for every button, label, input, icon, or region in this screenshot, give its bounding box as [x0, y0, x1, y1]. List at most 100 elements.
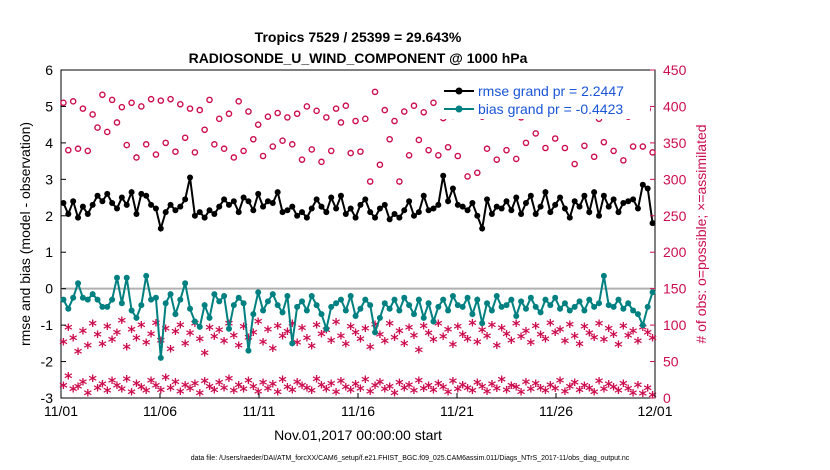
obs-assimilated-marker: * — [497, 372, 506, 391]
obs-assimilated-marker: * — [205, 379, 214, 398]
rmse-point — [445, 198, 452, 205]
rmse-point — [610, 196, 617, 203]
obs-assimilated-marker: * — [566, 317, 575, 336]
bias-point — [269, 291, 276, 298]
rmse-point — [474, 212, 481, 219]
y-axis-left-ticks: -3 -2 -1 0 1 2 3 4 5 6 — [41, 62, 66, 406]
obs-possible-marker — [313, 107, 320, 115]
rmse-point — [245, 198, 252, 205]
bias-point — [75, 280, 82, 287]
y-left-tick-label: 6 — [45, 62, 53, 78]
bias-point — [532, 303, 539, 310]
obs-assimilated-marker: * — [541, 383, 550, 402]
obs-possible-marker — [142, 141, 150, 148]
rmse-point — [615, 209, 622, 216]
obs-assimilated-marker: * — [410, 383, 419, 402]
bias-point — [508, 296, 515, 303]
rmse-point — [284, 207, 291, 214]
obs-assimilated-marker: * — [127, 385, 136, 404]
obs-assimilated-marker: * — [605, 321, 614, 340]
rmse-point — [162, 209, 169, 216]
obs-assimilated-markers: ****************************************… — [59, 313, 657, 406]
obs-assimilated-marker: * — [551, 381, 560, 400]
obs-assimilated-marker: * — [317, 326, 326, 345]
obs-assimilated-marker: * — [88, 316, 97, 335]
bias-point — [294, 303, 301, 310]
bias-point — [513, 313, 520, 319]
rmse-point — [123, 201, 130, 208]
rmse-point — [498, 205, 505, 212]
bias-point — [596, 300, 603, 307]
rmse-point — [508, 207, 515, 214]
obs-assimilated-marker: * — [410, 328, 419, 347]
obs-assimilated-marker: * — [303, 331, 312, 350]
rmse-point — [250, 207, 257, 214]
y-right-tick-label: 450 — [663, 62, 687, 78]
obs-assimilated-marker: * — [371, 317, 380, 336]
obs-assimilated-marker: * — [449, 374, 458, 393]
obs-assimilated-marker: * — [444, 322, 453, 341]
obs-possible-marker — [512, 155, 520, 163]
obs-possible-marker — [532, 130, 540, 137]
obs-possible-marker — [425, 146, 432, 154]
rmse-point — [415, 209, 422, 216]
obs-assimilated-marker: * — [434, 316, 443, 335]
obs-possible-marker — [303, 103, 311, 110]
bias-point — [177, 296, 184, 303]
obs-assimilated-marker: * — [614, 337, 623, 356]
obs-assimilated-marker: * — [570, 375, 579, 394]
rmse-point — [337, 192, 344, 199]
obs-assimilated-marker: * — [118, 382, 127, 401]
bias-point — [70, 294, 77, 301]
obs-assimilated-marker: * — [186, 326, 195, 345]
bias-point — [634, 311, 641, 318]
bias-point — [323, 325, 330, 332]
obs-assimilated-marker: * — [420, 381, 429, 400]
bias-point — [605, 302, 612, 309]
bias-point — [479, 320, 486, 327]
rmse-point — [152, 205, 159, 212]
bias-point — [557, 305, 564, 312]
obs-possible-marker — [347, 149, 354, 157]
rmse-point — [269, 200, 276, 207]
obs-assimilated-marker: * — [166, 342, 175, 361]
obs-possible-marker — [639, 143, 647, 150]
bias-point — [474, 296, 481, 303]
obs-assimilated-marker: * — [196, 385, 205, 404]
rmse-point — [94, 192, 101, 199]
obs-possible-marker — [220, 145, 228, 153]
obs-possible-marker — [493, 156, 501, 163]
rmse-point — [406, 198, 413, 205]
obs-possible-marker — [172, 148, 179, 155]
bias-point — [89, 291, 96, 298]
bias-point — [94, 296, 101, 303]
bias-point — [566, 307, 573, 314]
bias-point — [625, 300, 632, 307]
obs-possible-marker — [542, 144, 549, 152]
obs-possible-marker — [60, 99, 67, 107]
obs-assimilated-marker: * — [595, 374, 604, 393]
bias-point — [410, 311, 417, 318]
y-left-tick-label: 4 — [45, 135, 53, 151]
rmse-point — [89, 201, 96, 208]
bias-point — [571, 303, 578, 310]
obs-assimilated-marker: * — [342, 380, 351, 399]
obs-assimilated-marker: * — [327, 376, 336, 395]
obs-assimilated-marker: * — [293, 374, 302, 393]
rmse-point — [484, 196, 491, 203]
legend: rmse grand pr = 2.2447 bias grand pr = -… — [440, 81, 650, 119]
obs-assimilated-marker: * — [220, 380, 229, 399]
y-left-tick-label: 3 — [45, 171, 53, 187]
bias-point — [313, 302, 320, 309]
obs-assimilated-marker: * — [585, 380, 594, 399]
obs-assimilated-marker: * — [264, 322, 273, 341]
obs-assimilated-marker: * — [191, 316, 200, 335]
rmse-point — [537, 203, 544, 210]
obs-possible-marker — [225, 110, 233, 118]
obs-assimilated-marker: * — [381, 382, 390, 401]
legend-rmse-marker — [455, 87, 463, 95]
bias-point — [264, 298, 271, 305]
obs-possible-marker — [483, 145, 491, 153]
obs-assimilated-marker: * — [298, 378, 307, 397]
obs-assimilated-marker: * — [176, 318, 185, 337]
